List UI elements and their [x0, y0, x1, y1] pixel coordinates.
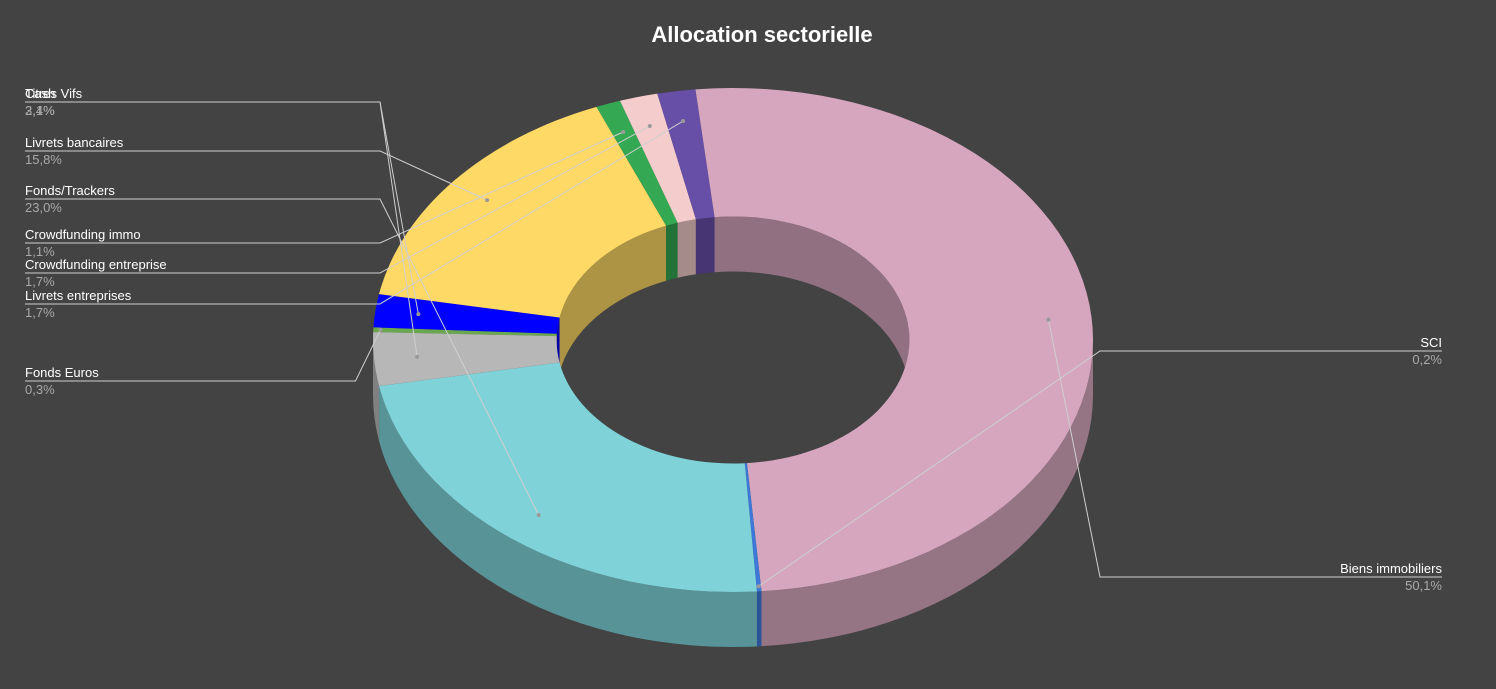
slice-inner-wall: [695, 217, 715, 275]
slice-biens-immobiliers: [695, 88, 1093, 592]
chart-title: Allocation sectorielle: [651, 22, 872, 47]
leader-line: [1047, 319, 1442, 578]
slice-label: Cash: [25, 86, 55, 101]
leader-line: [25, 329, 381, 382]
slice-fonds-trackers: [379, 362, 757, 592]
slice-livrets-bancaires: [379, 106, 667, 318]
slice-value-label: 23,0%: [25, 200, 62, 215]
slice-value-label: 0,2%: [1412, 352, 1442, 367]
slice-inner-wall: [677, 219, 696, 278]
slice-inner-wall: [666, 222, 678, 281]
leader-line: [25, 198, 540, 516]
slice-wall: [761, 340, 1093, 647]
slice-fonds-euros: [373, 327, 557, 337]
slice-sci: [744, 463, 762, 592]
chart-inner-walls: [556, 216, 910, 395]
slice-value-label: 50,1%: [1405, 578, 1442, 593]
leader-line: [25, 150, 488, 201]
leader-dot: [416, 312, 421, 317]
leader-line: [25, 125, 651, 274]
slice-label: Livrets entreprises: [25, 288, 132, 303]
slice-wall: [373, 340, 380, 441]
slice-label: Fonds Euros: [25, 365, 99, 380]
leader-dot: [681, 119, 686, 124]
leader-dot: [647, 124, 652, 129]
slice-value-label: 1,7%: [25, 305, 55, 320]
slice-titres-vifs: [373, 332, 560, 386]
slice-label: Crowdfunding entreprise: [25, 257, 167, 272]
slice-inner-wall: [559, 225, 667, 373]
slice-label: Fonds/Trackers: [25, 183, 115, 198]
leader-dot: [415, 354, 420, 359]
chart-labels: Fonds Euros 0,3% Cash 2,1% Livrets bancaires…: [25, 86, 1442, 593]
slice-crowdfunding-immo: [596, 100, 678, 226]
slice-wall: [756, 591, 762, 647]
leader-line: [25, 101, 418, 357]
leader-line: [25, 120, 684, 305]
slice-cash: [373, 294, 560, 334]
leader-line: [758, 350, 1442, 587]
slice-wall: [379, 385, 757, 647]
slice-label: Biens immobiliers: [1340, 561, 1442, 576]
slice-value-label: 0,3%: [25, 382, 55, 397]
slice-value-label: 2,1%: [25, 103, 55, 118]
slice-label: Crowdfunding immo: [25, 227, 141, 242]
slice-label: Titres Vifs: [25, 86, 83, 101]
chart-walls: [373, 340, 1093, 647]
slice-value-label: 3,4%: [25, 103, 55, 118]
leader-dot: [536, 513, 541, 518]
slice-value-label: 15,8%: [25, 152, 62, 167]
leader-dot: [756, 584, 761, 589]
slice-crowdfunding-entreprise: [619, 93, 696, 223]
chart-leader-lines: [25, 101, 1442, 589]
leader-dot: [378, 327, 383, 332]
slice-label: Livrets bancaires: [25, 135, 124, 150]
leader-dot: [1046, 317, 1051, 322]
leader-dot: [485, 198, 490, 203]
chart-slices: [373, 88, 1093, 592]
slice-value-label: 1,7%: [25, 274, 55, 289]
leader-dot: [621, 130, 626, 135]
leader-line: [25, 131, 624, 244]
slice-livrets-entreprises: [657, 89, 715, 220]
slice-label: SCI: [1420, 335, 1442, 350]
slice-inner-wall: [714, 216, 910, 395]
leader-line: [25, 101, 419, 315]
slice-value-label: 1,1%: [25, 244, 55, 259]
